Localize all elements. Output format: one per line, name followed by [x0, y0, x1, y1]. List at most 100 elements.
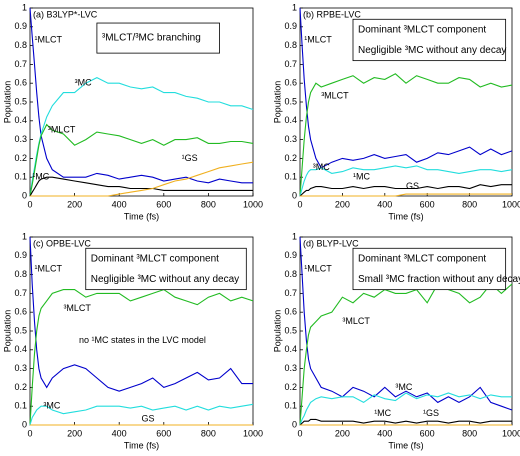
y-tick-label: 0: [22, 190, 27, 200]
series-label: ¹MC: [374, 408, 391, 418]
x-tick-label: 200: [67, 199, 82, 209]
x-tick-label: 400: [112, 199, 127, 209]
series-label: ¹MC: [32, 172, 49, 182]
y-tick-label: 0.3: [284, 363, 297, 373]
line: [299, 165, 513, 197]
y-tick-label: 0: [22, 419, 27, 429]
y-tick-label: 0.8: [14, 40, 27, 50]
series-label: ³MC: [43, 401, 60, 411]
y-tick-label: 0.2: [14, 382, 27, 392]
y-tick-label: 0.8: [284, 269, 297, 279]
line: [299, 184, 512, 197]
x-tick-label: 1000: [502, 199, 520, 209]
y-tick-label: 0.1: [284, 401, 297, 411]
line: [29, 288, 254, 426]
y-tick-label: 0.6: [284, 307, 297, 317]
x-tick-label: 0: [297, 428, 302, 438]
y-tick-label: 0.5: [284, 325, 297, 335]
y-tick-label: 0.9: [284, 21, 297, 31]
panel-title: (d) BLYP-LVC: [303, 238, 359, 248]
x-tick-label: 200: [67, 428, 82, 438]
series-label: ¹GS: [423, 408, 439, 418]
x-tick-label: 0: [27, 199, 32, 209]
y-axis-label: Population: [272, 81, 282, 124]
x-axis-label: Time (fs): [124, 440, 159, 450]
x-tick-label: 600: [156, 199, 171, 209]
line: [299, 73, 513, 197]
y-tick-label: 0.4: [284, 115, 297, 125]
y-tick-label: 0.5: [14, 96, 27, 106]
x-tick-label: 1000: [502, 428, 520, 438]
annotation: Dominant ³MLCT component: [358, 253, 486, 264]
x-tick-label: 0: [27, 428, 32, 438]
line: [29, 176, 253, 197]
y-tick-label: 0.9: [14, 250, 27, 260]
x-tick-label: 800: [462, 428, 477, 438]
series-label: ³MLCT: [48, 125, 76, 135]
series-label: ³MLCT: [342, 316, 370, 326]
series-label: ¹MC: [353, 172, 370, 182]
y-axis-label: Population: [272, 310, 282, 353]
y-tick-label: 0.1: [14, 401, 27, 411]
y-tick-label: 0.8: [14, 269, 27, 279]
x-tick-label: 200: [335, 199, 350, 209]
annotation: Negligible ³MC without any decay: [358, 45, 506, 56]
line: [299, 418, 512, 426]
y-tick-label: 0.7: [14, 288, 27, 298]
y-tick-label: 0.4: [14, 344, 27, 354]
y-tick-label: 0.7: [14, 59, 27, 69]
series-label: ¹MLCT: [304, 263, 332, 273]
line: [29, 403, 254, 426]
y-tick-label: 0.3: [14, 134, 27, 144]
annotation-box: [85, 247, 247, 291]
series-label: ³MC: [395, 382, 412, 392]
series-label: ¹GS: [182, 153, 198, 163]
annotation-box: [96, 22, 220, 54]
x-tick-label: 0: [297, 199, 302, 209]
x-axis-label: Time (fs): [388, 440, 423, 450]
y-tick-label: 0: [292, 419, 297, 429]
y-tick-label: 0.4: [284, 344, 297, 354]
x-tick-label: 1000: [243, 428, 263, 438]
y-tick-label: 0.9: [284, 250, 297, 260]
y-tick-label: 0: [292, 190, 297, 200]
annotation-box: [352, 18, 507, 62]
y-tick-label: 0.7: [284, 288, 297, 298]
y-axis-label: Population: [2, 310, 12, 353]
annotation: Dominant ³MLCT component: [358, 24, 486, 35]
y-tick-label: 0.5: [14, 325, 27, 335]
x-axis-label: Time (fs): [388, 211, 423, 221]
x-tick-label: 400: [112, 428, 127, 438]
series-label: ¹MLCT: [34, 263, 62, 273]
y-tick-label: 0.1: [14, 172, 27, 182]
x-tick-label: 1000: [243, 199, 263, 209]
y-tick-label: 0.2: [284, 382, 297, 392]
x-tick-label: 800: [201, 199, 216, 209]
y-tick-label: 0.6: [284, 78, 297, 88]
y-axis-label: Population: [2, 81, 12, 124]
y-tick-label: 0.3: [14, 363, 27, 373]
series-label: ³MLCT: [321, 91, 349, 101]
annotation: ³MLCT/³MC branching: [102, 33, 201, 44]
y-tick-label: 0.4: [14, 115, 27, 125]
y-tick-label: 1: [22, 2, 27, 12]
y-tick-label: 0.6: [14, 78, 27, 88]
y-tick-label: 1: [292, 2, 297, 12]
line: [30, 161, 254, 197]
annotation: Small ³MC fraction without any decay: [358, 274, 520, 285]
series-label: ³MC: [313, 162, 330, 172]
line: [299, 392, 512, 426]
annotation-box: [352, 247, 507, 291]
line: [29, 123, 254, 197]
y-tick-label: 0.9: [14, 21, 27, 31]
series-label: ³MLCT: [63, 303, 91, 313]
series-label: ³MC: [75, 78, 92, 88]
panel-title: (b) RPBE-LVC: [303, 9, 361, 19]
y-tick-label: 0.2: [284, 153, 297, 163]
annotation: Dominant ³MLCT component: [91, 253, 219, 264]
x-tick-label: 800: [462, 199, 477, 209]
series-label: GS: [406, 181, 419, 191]
y-tick-label: 0.8: [284, 40, 297, 50]
annotation: Negligible ³MC without any decay: [91, 274, 239, 285]
